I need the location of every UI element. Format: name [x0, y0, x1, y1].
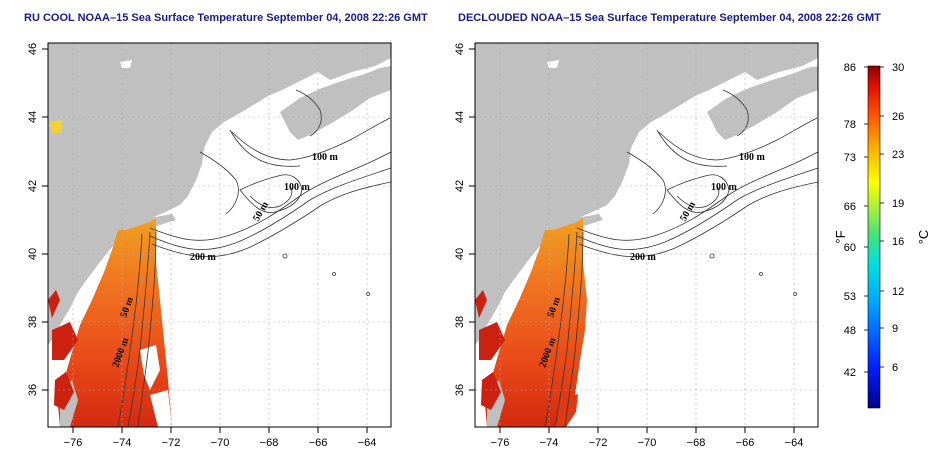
fahrenheit-unit-label: °F: [833, 230, 848, 243]
celsius-tick: 9: [892, 323, 898, 335]
fahrenheit-tick: 53: [844, 291, 856, 303]
x-tick-label: −70: [638, 437, 657, 449]
x-tick-label: −74: [113, 437, 132, 449]
land-nova-scotia: [280, 66, 391, 140]
celsius-tick: 23: [892, 149, 904, 161]
fahrenheit-tick: 42: [844, 367, 856, 379]
left-map-title: RU COOL NOAA–15 Sea Surface Temperature …: [24, 12, 428, 24]
right-map-title: DECLOUDED NOAA–15 Sea Surface Temperatur…: [458, 12, 881, 24]
y-tick-label: 38: [454, 316, 466, 328]
celsius-tick: 6: [892, 362, 898, 374]
land-nova-scotia: [707, 66, 818, 140]
x-tick-label: −70: [211, 437, 230, 449]
x-tick-label: −76: [491, 437, 510, 449]
left-map-panel: 100 m 100 m 50 m 200 m 50 m 2000 m: [27, 42, 392, 449]
fahrenheit-tick: 78: [844, 119, 856, 131]
fahrenheit-tick: 66: [844, 201, 856, 213]
y-tick-label: 46: [27, 43, 39, 55]
contour-label: 200 m: [190, 252, 217, 263]
sst-swath: [58, 218, 172, 427]
contour-label: 100 m: [284, 182, 311, 193]
contour-label: 50 m: [251, 199, 271, 223]
y-tick-label: 40: [27, 248, 39, 260]
sst-swath: [485, 218, 587, 427]
y-tick-label: 38: [27, 316, 39, 328]
y-tick-label: 42: [27, 180, 39, 192]
x-tick-label: −72: [589, 437, 608, 449]
celsius-unit-label: °C: [916, 230, 931, 245]
celsius-tick: 16: [892, 236, 904, 248]
land-long-island: [549, 214, 603, 228]
celsius-tick: 12: [892, 286, 904, 298]
fahrenheit-tick: 48: [844, 325, 856, 337]
contour-label: 100 m: [711, 182, 738, 193]
contour-label: 50 m: [678, 199, 698, 223]
land: [475, 43, 818, 345]
y-tick-label: 40: [454, 248, 466, 260]
fahrenheit-tick: 86: [844, 62, 856, 74]
fahrenheit-tick: 60: [844, 242, 856, 254]
y-tick-label: 44: [454, 111, 466, 123]
y-tick-label: 42: [454, 180, 466, 192]
contour-label: 100 m: [312, 152, 339, 163]
land-long-island: [122, 214, 176, 228]
celsius-tick: 26: [892, 111, 904, 123]
y-tick-label: 44: [27, 111, 39, 123]
contour-label: 200 m: [630, 252, 657, 263]
right-map-panel: 100 m 100 m 50 m 200 m 50 m 2000 m: [454, 42, 819, 449]
y-tick-label: 36: [27, 384, 39, 396]
celsius-tick: 30: [892, 62, 904, 74]
contour-label: 100 m: [739, 152, 766, 163]
y-tick-label: 46: [454, 43, 466, 55]
x-tick-label: −66: [309, 437, 328, 449]
x-tick-label: −74: [540, 437, 559, 449]
colorbar: 86 78 73 66 60 53 48 42 30 26 23 19 16 1…: [833, 62, 931, 409]
celsius-tick: 19: [892, 198, 904, 210]
x-tick-label: −72: [162, 437, 181, 449]
x-tick-label: −68: [260, 437, 279, 449]
land: [48, 43, 391, 345]
fahrenheit-tick: 73: [844, 152, 856, 164]
x-tick-label: −68: [687, 437, 706, 449]
colorbar-gradient: [867, 65, 881, 409]
x-tick-label: −66: [736, 437, 755, 449]
x-tick-label: −76: [64, 437, 83, 449]
x-tick-label: −64: [785, 437, 804, 449]
y-tick-label: 36: [454, 384, 466, 396]
x-tick-label: −64: [358, 437, 377, 449]
